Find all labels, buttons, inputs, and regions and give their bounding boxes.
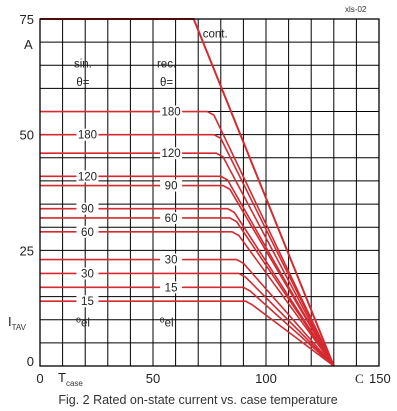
curve-rec-15 [40, 286, 335, 367]
curve-rec-90 [40, 184, 335, 367]
label-bg [160, 105, 183, 118]
curve-sin-90 [40, 207, 335, 367]
x-unit-label: C [355, 371, 364, 386]
plot-frame [39, 18, 380, 367]
label-bg [76, 295, 99, 308]
curve-rec-60 [40, 217, 335, 367]
series-label-rec-60: 60 [165, 213, 178, 225]
curve-rec-180 [40, 110, 335, 367]
series-label-rec-120: 120 [161, 148, 180, 160]
curve-rec-30 [40, 258, 335, 367]
label-bg [160, 253, 183, 266]
x-tick-label: 50 [146, 371, 160, 386]
group-theta-0: θ= [76, 77, 89, 89]
curve-sin-15 [40, 300, 335, 367]
group-name-0: sin. [74, 59, 92, 71]
y-tick-label: 75 [20, 12, 34, 27]
curve-sin-120 [40, 175, 335, 367]
series-label-rec-180: 180 [161, 107, 180, 119]
label-bg [76, 128, 99, 141]
x-axis-label: Tcase [58, 370, 83, 388]
y-tick-label: 50 [20, 128, 34, 143]
curves [40, 18, 335, 367]
label-bg [76, 225, 99, 238]
x-tick-label: 150 [369, 371, 391, 386]
curve-sin-60 [40, 231, 335, 367]
grid [40, 19, 379, 366]
group-theta-1: θ= [160, 77, 173, 89]
series-label-sin-180: 180 [78, 130, 97, 142]
label-bg [160, 179, 183, 192]
label-bg [160, 281, 183, 294]
y-tick-label: 25 [20, 243, 34, 258]
group-unit-1: oel [160, 315, 174, 330]
x-tick-label: 100 [255, 371, 277, 386]
label-bg [76, 267, 99, 280]
curve-sin-180 [40, 133, 335, 367]
group-name-1: rec. [157, 59, 176, 71]
series-label-sin-30: 30 [81, 268, 94, 280]
label-cont: cont. [203, 29, 228, 41]
labels: 0 50 100 150 0 25 50 75 cont. sin. θ= oel rec. θ= oel 1… [20, 12, 391, 386]
label-bg [76, 170, 99, 183]
series-label-sin-120: 120 [78, 171, 97, 183]
figure-caption: Fig. 2 Rated on-state current vs. case t… [58, 393, 337, 407]
label-bg [160, 211, 183, 224]
x-tick-label: 0 [36, 371, 43, 386]
series-label-sin-90: 90 [81, 204, 94, 216]
series-label-sin-15: 15 [81, 296, 94, 308]
y-axis-label: ITAV [8, 314, 27, 332]
series-label-sin-60: 60 [81, 227, 94, 239]
label-bg [76, 202, 99, 215]
label-bg [160, 147, 183, 160]
chart-code: xls-02 [345, 5, 367, 14]
curve-cont [40, 18, 335, 367]
series-label-rec-30: 30 [165, 255, 178, 267]
series-label-rec-90: 90 [165, 181, 178, 193]
group-unit-0: oel [76, 315, 90, 330]
series-label-rec-15: 15 [165, 282, 178, 294]
curve-rec-120 [40, 152, 335, 367]
y-unit-label: A [24, 37, 33, 52]
y-tick-label: 0 [27, 354, 34, 369]
curve-sin-30 [40, 272, 335, 367]
